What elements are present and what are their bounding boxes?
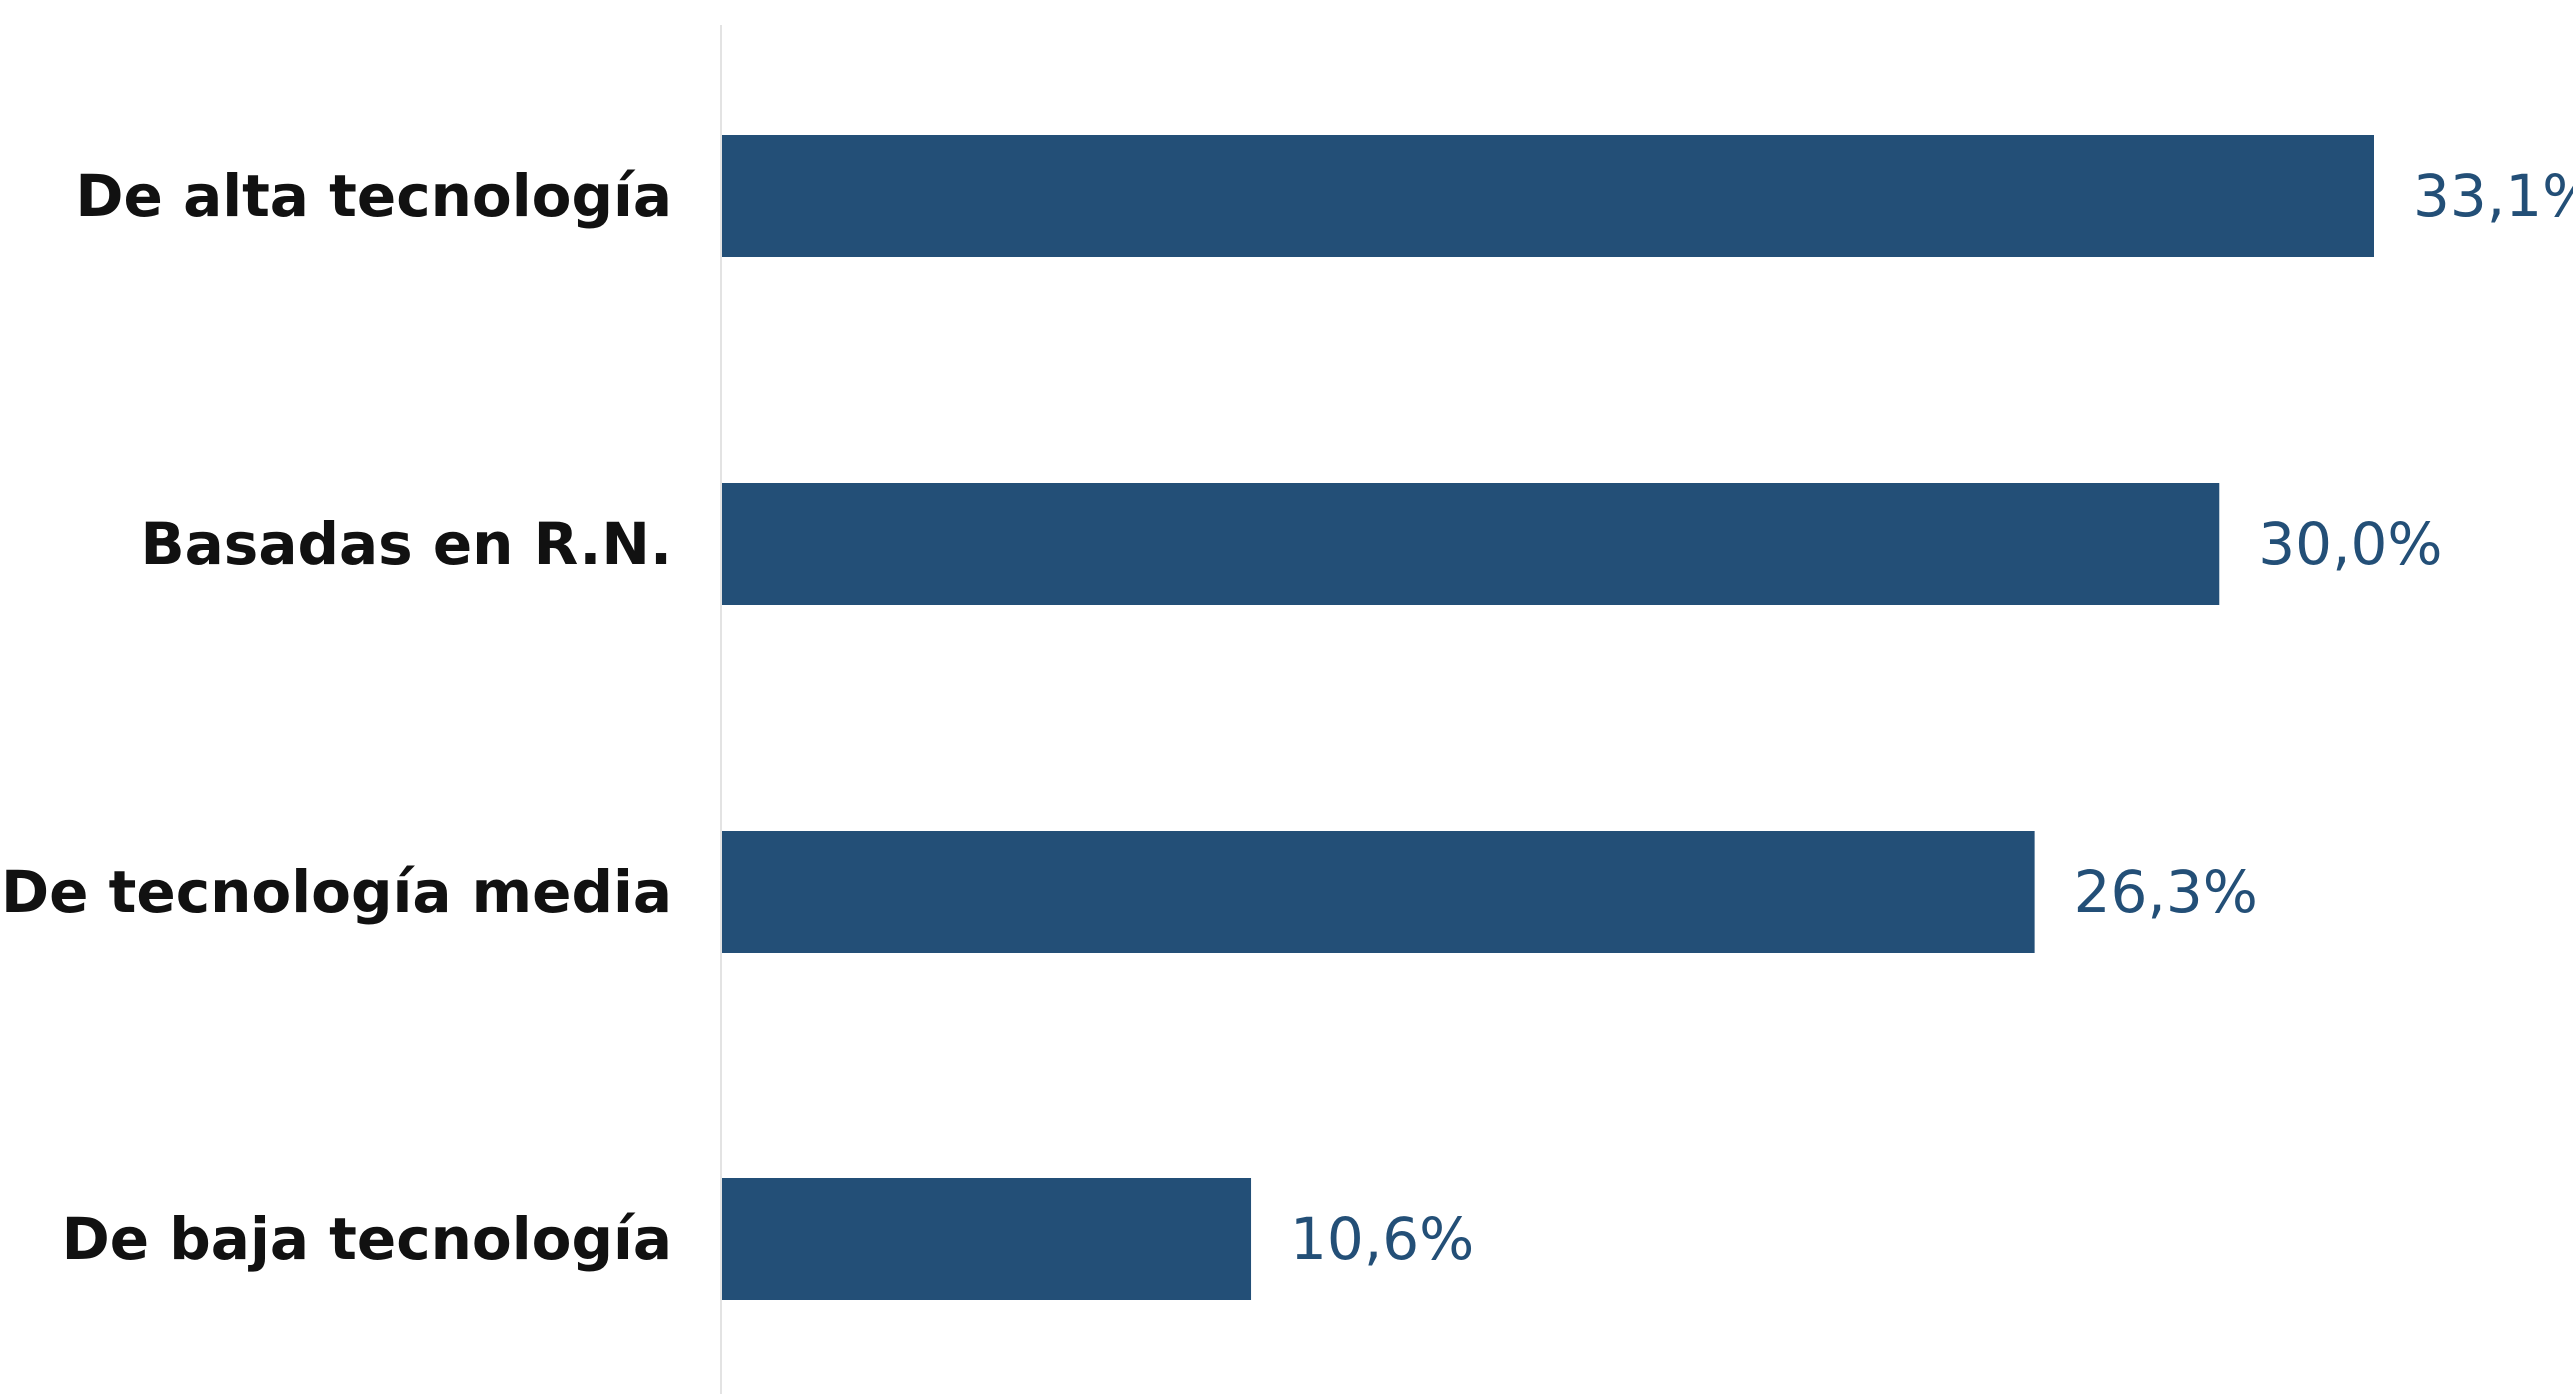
bars-group xyxy=(722,135,2374,1300)
bar xyxy=(722,831,2035,953)
value-label: 30,0% xyxy=(2258,510,2442,578)
value-labels-group: 33,1% 30,0% 26,3% 10,6% xyxy=(1290,162,2573,1273)
value-label: 33,1% xyxy=(2413,162,2573,230)
category-labels-group: De alta tecnología Basadas en R.N. De tecn… xyxy=(1,162,672,1273)
bar xyxy=(722,135,2374,257)
bar xyxy=(722,1178,1252,1300)
value-label: 26,3% xyxy=(2074,858,2258,926)
category-label: De tecnología media xyxy=(1,858,672,926)
value-label: 10,6% xyxy=(1290,1205,1474,1273)
bar xyxy=(722,483,2220,605)
category-label: De alta tecnología xyxy=(75,162,672,230)
category-label: De baja tecnología xyxy=(62,1205,672,1273)
category-label: Basadas en R.N. xyxy=(140,510,672,578)
